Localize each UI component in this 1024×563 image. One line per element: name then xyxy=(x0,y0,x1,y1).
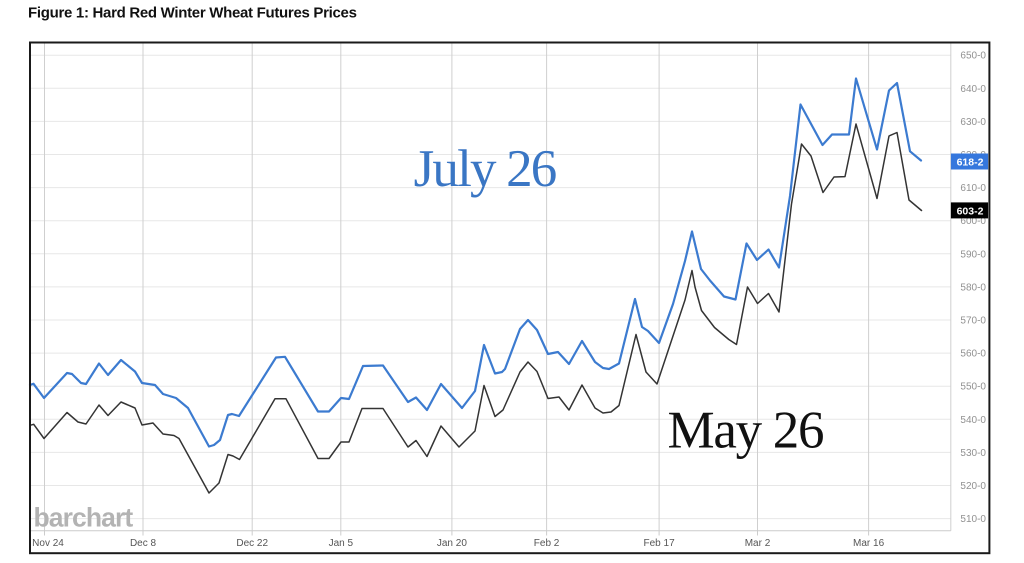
svg-text:510-0: 510-0 xyxy=(960,514,986,525)
svg-text:590-0: 590-0 xyxy=(960,249,986,260)
svg-text:650-0: 650-0 xyxy=(960,51,986,62)
svg-text:barchart: barchart xyxy=(34,503,134,533)
svg-text:Feb 2: Feb 2 xyxy=(534,538,560,549)
svg-text:603-2: 603-2 xyxy=(957,205,984,217)
svg-text:Mar 2: Mar 2 xyxy=(745,538,771,549)
svg-text:Dec 8: Dec 8 xyxy=(130,538,157,549)
svg-text:570-0: 570-0 xyxy=(960,316,986,327)
svg-text:July 26: July 26 xyxy=(414,140,558,198)
svg-text:630-0: 630-0 xyxy=(960,117,986,128)
svg-text:560-0: 560-0 xyxy=(960,349,986,360)
svg-text:520-0: 520-0 xyxy=(960,481,986,492)
svg-text:Nov 24: Nov 24 xyxy=(32,538,64,549)
svg-text:Dec 22: Dec 22 xyxy=(236,538,268,549)
svg-text:Figure 1: Hard Red Winter Whea: Figure 1: Hard Red Winter Wheat Futures … xyxy=(28,5,357,22)
svg-text:550-0: 550-0 xyxy=(960,382,986,393)
svg-text:Mar 16: Mar 16 xyxy=(853,538,885,549)
svg-text:640-0: 640-0 xyxy=(960,84,986,95)
svg-text:618-2: 618-2 xyxy=(957,157,984,169)
svg-text:540-0: 540-0 xyxy=(960,415,986,426)
svg-text:Jan 5: Jan 5 xyxy=(329,538,354,549)
svg-text:580-0: 580-0 xyxy=(960,282,986,293)
svg-text:May 26: May 26 xyxy=(668,401,825,459)
svg-text:600-0: 600-0 xyxy=(960,216,986,227)
svg-text:Feb 17: Feb 17 xyxy=(644,538,676,549)
svg-text:Jan 20: Jan 20 xyxy=(437,538,467,549)
svg-text:610-0: 610-0 xyxy=(960,183,986,194)
svg-text:530-0: 530-0 xyxy=(960,448,986,459)
